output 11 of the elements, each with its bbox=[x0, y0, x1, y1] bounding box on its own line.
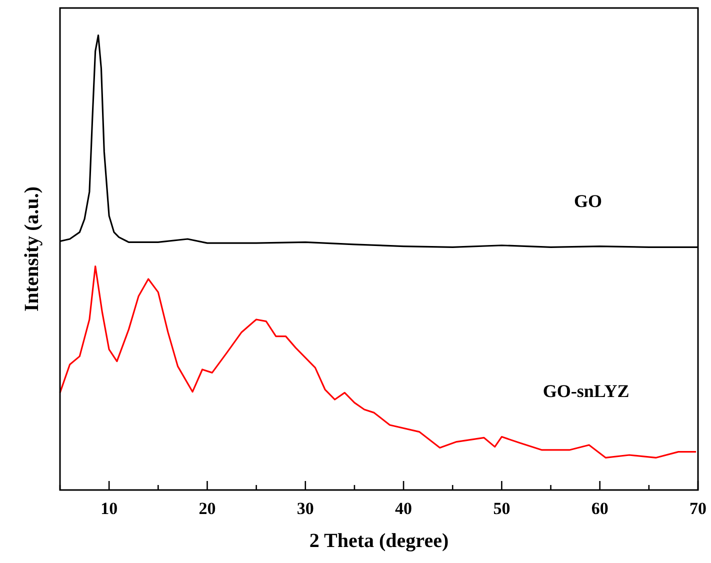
x-tick-label: 10 bbox=[100, 499, 118, 518]
x-axis-title: 2 Theta (degree) bbox=[309, 530, 449, 552]
x-tick-label: 70 bbox=[690, 499, 706, 518]
y-axis-title: Intensity (a.u.) bbox=[21, 186, 43, 312]
x-tick-label: 20 bbox=[198, 499, 216, 518]
x-tick-label: 60 bbox=[591, 499, 608, 518]
x-tick-label: 30 bbox=[296, 499, 314, 518]
x-tick-label: 50 bbox=[493, 499, 510, 518]
text: GO-snLYZ bbox=[542, 380, 630, 401]
x-tick-label: 40 bbox=[395, 499, 412, 518]
series-label: GO bbox=[574, 191, 602, 212]
